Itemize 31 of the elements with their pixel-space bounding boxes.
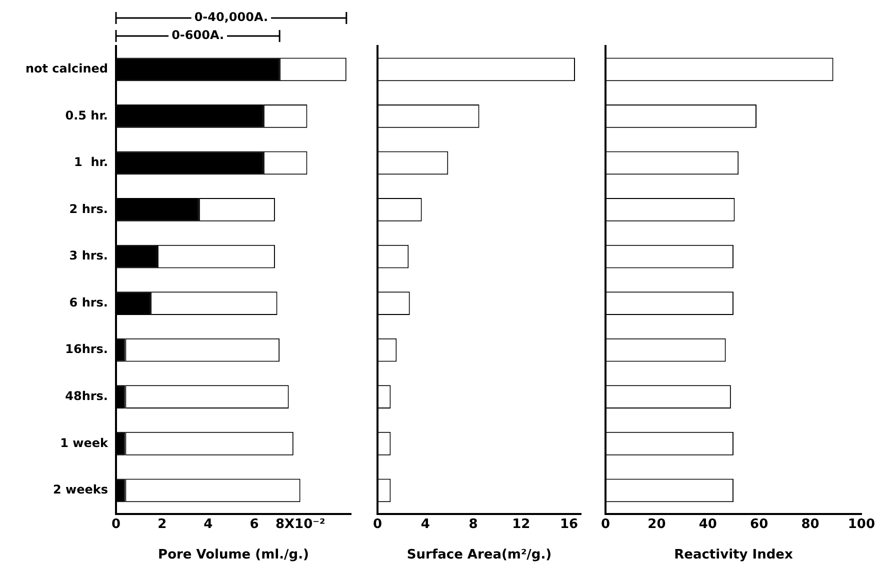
x-tick-label: 60 (750, 516, 768, 532)
y-tick-label: 2 weeks (52, 482, 108, 497)
x-tick-label: 16 (560, 516, 578, 532)
x-tick-label: 0 (111, 516, 121, 532)
x-tick-label: 8 (468, 516, 478, 532)
y-tick-label: 48hrs. (65, 388, 108, 403)
y-tick-label: 3 hrs. (69, 248, 108, 263)
x-axis-title: Reactivity Index (674, 548, 794, 563)
x-tick-label: 100 (848, 516, 875, 532)
y-tick-label: 0.5 hr. (65, 108, 108, 122)
y-tick-label: 2 hrs. (69, 202, 108, 216)
x-tick-label: 0 (601, 516, 610, 532)
y-tick-label: 1 hr. (74, 155, 108, 170)
x-axis-title: Surface Area(m²/g.) (406, 548, 552, 563)
y-tick-label: 16hrs. (65, 342, 108, 356)
x-axis-title: Pore Volume (ml./g.) (158, 548, 309, 563)
text: 0-600A. (172, 28, 224, 42)
x-tick-label: 40 (698, 516, 717, 532)
y-tick-label: not calcined (25, 62, 108, 76)
x-tick-label: 2 (158, 516, 167, 532)
x-tick-label: 4 (204, 516, 213, 532)
x-tick-label: 20 (648, 516, 666, 532)
y-tick-label: 1 week (60, 436, 110, 450)
x-tick-label: 8X10⁻² (275, 516, 326, 532)
x-tick-label: 6 (250, 516, 259, 532)
x-tick-label: 4 (420, 516, 430, 532)
y-tick-label: 6 hrs. (69, 295, 108, 310)
x-tick-label: 0 (373, 516, 382, 532)
text: 0-40,000A. (194, 10, 268, 24)
x-tick-label: 80 (801, 516, 820, 532)
x-tick-label: 12 (512, 516, 530, 532)
